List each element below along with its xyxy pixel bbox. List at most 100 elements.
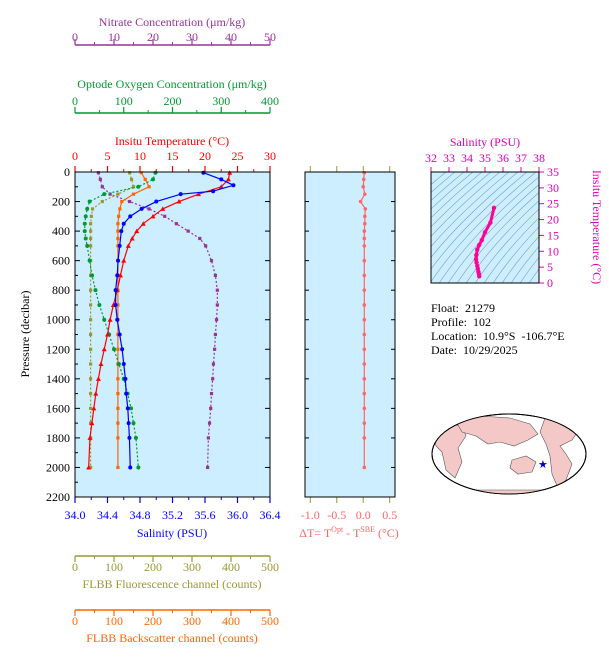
backscatter-point xyxy=(139,171,143,175)
delta-t-point xyxy=(362,273,367,278)
ts-density-contour xyxy=(431,172,510,248)
delta-t-point xyxy=(363,207,368,211)
delta-t-point xyxy=(362,377,367,381)
oxygen-point xyxy=(151,177,155,182)
ts-panel-frame xyxy=(430,171,540,284)
ts-temperature-tick-label: 35 xyxy=(547,165,559,179)
nitrate-tick-label: 50 xyxy=(264,30,276,44)
temperature-tick-label: 20 xyxy=(199,149,211,163)
nitrate-point xyxy=(209,391,214,396)
backscatter-point xyxy=(116,236,120,241)
fluorescence-point xyxy=(129,177,134,181)
nitrate-point xyxy=(213,332,217,337)
ts-panel-background xyxy=(431,172,539,283)
oxygen-point xyxy=(82,221,87,226)
fluorescence-point xyxy=(116,192,120,196)
ts-density-contour xyxy=(431,172,528,270)
nitrate-axis-title: Nitrate Concentration (μm/kg) xyxy=(99,15,245,29)
salinity-point xyxy=(126,421,131,426)
temperature-point xyxy=(87,435,93,440)
pressure-tick-label: 1400 xyxy=(46,372,70,386)
float-info-block: Float: 21279 Profile: 102 Location: 10.9… xyxy=(431,301,565,357)
fluorescence-point xyxy=(131,185,136,189)
temperature-point xyxy=(196,191,201,197)
delta-t-point xyxy=(362,303,367,307)
salinity-axis-title: Salinity (PSU) xyxy=(137,526,207,540)
ts-temperature-tick-label: 10 xyxy=(547,244,559,258)
delta-t-point xyxy=(362,258,367,263)
backscatter-tick-label: 300 xyxy=(183,614,201,628)
nitrate-point xyxy=(214,318,219,322)
pressure-tick-label: 2000 xyxy=(46,460,70,474)
oxygen-point xyxy=(87,199,92,204)
nitrate-point xyxy=(100,185,104,189)
fluorescence-tick-label: 100 xyxy=(105,560,123,574)
backscatter-point xyxy=(118,207,122,211)
salinity-tick-label: 35.2 xyxy=(162,508,183,522)
ts-point xyxy=(479,237,484,243)
salinity-point xyxy=(231,183,236,188)
ts-density-contour xyxy=(483,217,539,283)
ts-density-contour xyxy=(431,172,492,228)
delta-t-panel-background xyxy=(305,172,395,497)
profile-number: Profile: 102 xyxy=(431,315,491,329)
temperature-tick-label: 5 xyxy=(105,149,111,163)
salinity-point xyxy=(125,406,130,411)
fluorescence-point xyxy=(89,318,93,322)
oxygen-axis-title: Optode Oxygen Concentration (μm/kg) xyxy=(77,77,266,91)
fluorescence-point xyxy=(89,391,93,396)
salinity-point xyxy=(116,258,121,263)
nitrate-tick-label: 10 xyxy=(108,30,120,44)
ts-density-contour xyxy=(431,172,456,193)
salinity-point xyxy=(154,199,159,204)
float-location-marker: ★ xyxy=(538,459,548,471)
ts-temperature-axis-title: Insitu Temperature (°C) xyxy=(590,170,604,284)
oxygen-point xyxy=(102,317,107,322)
salinity-point xyxy=(219,177,224,182)
profile-panel-frame xyxy=(74,171,271,498)
ts-density-contour xyxy=(501,236,539,283)
temperature-tick-label: 10 xyxy=(134,149,146,163)
nitrate-tick-label: 40 xyxy=(225,30,237,44)
fluorescence-point xyxy=(89,303,93,307)
backscatter-point xyxy=(120,199,124,204)
salinity-point xyxy=(178,192,183,197)
ts-temperature-tick-label: 20 xyxy=(547,213,559,227)
salinity-point xyxy=(115,273,120,278)
delta-t-point xyxy=(362,288,367,292)
pressure-tick-label: 0 xyxy=(64,165,70,179)
temperature-point xyxy=(225,176,231,182)
fluorescence-tick-label: 400 xyxy=(222,560,240,574)
fluorescence-point xyxy=(89,362,93,366)
temperature-point xyxy=(160,206,166,211)
ts-temperature-tick-label: 30 xyxy=(547,181,559,195)
oxygen-tick-label: 400 xyxy=(261,94,279,108)
temperature-point xyxy=(129,235,135,241)
delta-t-tick-label: -0.5 xyxy=(327,508,346,522)
temperature-point xyxy=(176,199,182,204)
nitrate-point xyxy=(147,207,151,211)
salinity-point xyxy=(119,229,124,234)
delta-t-point xyxy=(362,406,367,411)
oxygen-tick-label: 200 xyxy=(164,94,182,108)
salinity-point xyxy=(121,362,126,367)
salinity-tick-label: 34.0 xyxy=(65,508,86,522)
ts-temperature-tick-label: 0 xyxy=(547,276,553,290)
ts-point xyxy=(491,205,497,211)
temperature-point xyxy=(93,391,99,396)
float-id: Float: 21279 xyxy=(431,301,496,315)
nitrate-tick-label: 30 xyxy=(186,30,198,44)
backscatter-point xyxy=(116,465,120,470)
delta-t-point xyxy=(361,184,366,189)
oxygen-point xyxy=(90,273,95,278)
ts-density-contour xyxy=(431,172,519,258)
fluorescence-tick-label: 300 xyxy=(183,560,201,574)
ts-density-contour xyxy=(438,176,539,283)
ts-density-contour xyxy=(528,268,539,283)
ts-density-contour xyxy=(456,192,539,283)
oxygen-point xyxy=(129,406,134,411)
ts-density-contour xyxy=(465,200,539,283)
nitrate-point xyxy=(128,199,132,204)
ts-density-contour xyxy=(510,246,539,283)
nitrate-point xyxy=(213,347,217,351)
